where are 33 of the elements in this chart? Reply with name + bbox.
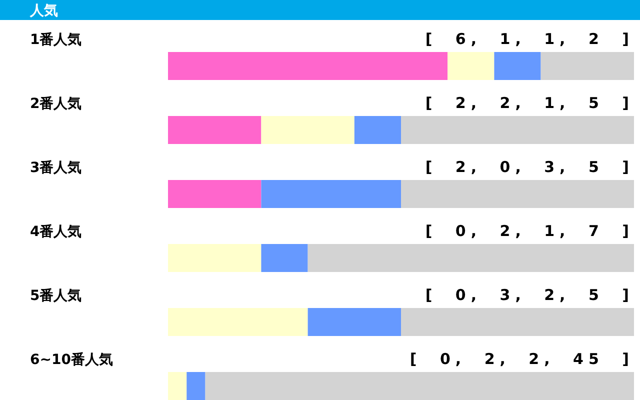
bar bbox=[354, 116, 401, 144]
bar bbox=[448, 52, 494, 80]
bar bbox=[540, 52, 634, 80]
y-tick-label: 4番人気 bbox=[30, 224, 82, 240]
bar bbox=[168, 116, 262, 144]
annotation: [ 2, 0, 3, 5 ] bbox=[425, 158, 634, 176]
bar bbox=[168, 180, 262, 208]
y-tick-label: 6~10番人気 bbox=[30, 352, 113, 368]
y-tick-label: 5番人気 bbox=[30, 288, 82, 304]
annotation: [ 2, 2, 1, 5 ] bbox=[425, 94, 634, 112]
y-tick-label: 1番人気 bbox=[30, 32, 82, 48]
annotation: [ 6, 1, 1, 2 ] bbox=[425, 30, 634, 48]
text: 人気 bbox=[29, 3, 58, 19]
bar bbox=[401, 308, 634, 336]
bar bbox=[205, 372, 634, 400]
bar bbox=[308, 244, 634, 272]
bar bbox=[168, 308, 308, 336]
bar bbox=[168, 372, 187, 400]
bar bbox=[186, 372, 206, 400]
bar bbox=[261, 244, 308, 272]
annotation: [ 0, 2, 1, 7 ] bbox=[425, 222, 634, 240]
bar bbox=[261, 116, 354, 144]
bar bbox=[401, 180, 634, 208]
annotation: [ 0, 2, 2, 45 ] bbox=[410, 350, 634, 368]
y-tick-label: 2番人気 bbox=[30, 96, 82, 112]
annotation: [ 0, 3, 2, 5 ] bbox=[425, 286, 634, 304]
bar bbox=[401, 116, 634, 144]
bar bbox=[261, 180, 401, 208]
bar bbox=[168, 52, 448, 80]
bar bbox=[168, 244, 262, 272]
bar bbox=[494, 52, 541, 80]
bar bbox=[308, 308, 401, 336]
y-tick-label: 3番人気 bbox=[30, 160, 82, 176]
